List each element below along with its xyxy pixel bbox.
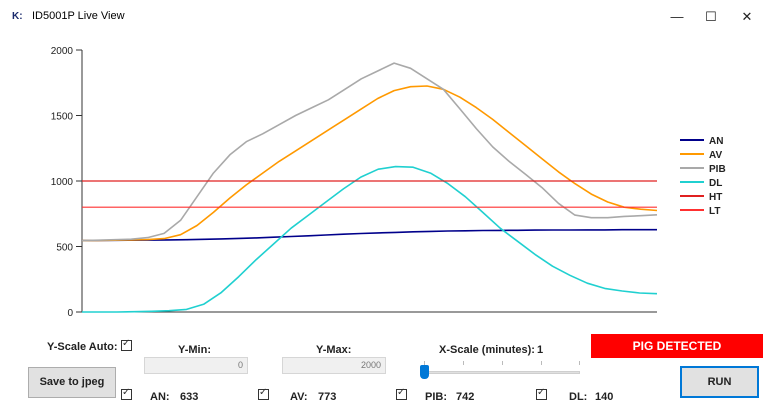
xscale-slider-track[interactable] (424, 371, 580, 374)
series-line-dl (82, 165, 658, 313)
maximize-button[interactable]: ☐ (705, 9, 717, 24)
y-tick-label: 2000 (51, 46, 74, 57)
legend-label-ht: HT (709, 192, 722, 203)
run-button[interactable]: RUN (680, 366, 759, 398)
y-tick-label: 500 (56, 243, 73, 254)
k-logo-icon: K: (12, 11, 23, 22)
av-readout-label: AV: (290, 391, 308, 403)
window-title: ID5001P Live View (32, 10, 125, 22)
title-bar: K: ID5001P Live View — ☐ ✕ (0, 0, 766, 34)
ymax-input[interactable]: 2000 (282, 357, 386, 374)
pib-checkbox[interactable] (396, 387, 407, 400)
xscale-value: 1 (537, 344, 544, 356)
live-chart: 0 500 1000 1500 2000 AN AV PIB DL HT LT (51, 46, 726, 318)
legend-label-lt: LT (709, 206, 720, 217)
series-line-pib (81, 62, 658, 242)
xscale-slider-thumb[interactable] (420, 365, 429, 379)
slider-tick (463, 361, 464, 365)
y-tick-label: 1500 (51, 112, 74, 123)
series-line-av (81, 85, 658, 242)
xscale-label: X-Scale (minutes): (439, 344, 535, 356)
slider-tick (424, 361, 425, 365)
yscale-auto-label: Y-Scale Auto: (47, 341, 118, 353)
legend-label-dl: DL (709, 178, 722, 189)
series-line-an (81, 228, 657, 242)
minimize-button[interactable]: — (670, 9, 684, 24)
dl-readout-value: 140 (595, 391, 614, 403)
dl-readout-label: DL: (569, 391, 588, 403)
dl-checkbox[interactable] (536, 387, 547, 400)
y-tick-label: 1000 (51, 177, 74, 188)
save-to-jpeg-button[interactable]: Save to jpeg (28, 367, 116, 398)
av-readout-value: 773 (318, 391, 337, 403)
pig-status-banner: PIG DETECTED (591, 334, 763, 358)
legend-label-pib: PIB (709, 164, 726, 175)
pib-readout-label: PIB: (425, 391, 447, 403)
av-checkbox[interactable] (258, 387, 269, 400)
an-readout-label: AN: (150, 391, 170, 403)
ymin-input[interactable]: 0 (144, 357, 248, 374)
legend-label-an: AN (709, 136, 723, 147)
slider-tick (541, 361, 542, 365)
ymin-label: Y-Min: (178, 344, 211, 356)
legend-label-av: AV (709, 150, 722, 161)
pib-readout-value: 742 (456, 391, 475, 403)
yscale-auto-checkbox[interactable] (121, 338, 132, 351)
an-checkbox[interactable] (121, 387, 132, 400)
ymax-label: Y-Max: (316, 344, 352, 356)
slider-tick (502, 361, 503, 365)
slider-tick (579, 361, 580, 365)
y-tick-label: 0 (67, 308, 73, 318)
an-readout-value: 633 (180, 391, 199, 403)
close-button[interactable]: ✕ (741, 9, 753, 24)
